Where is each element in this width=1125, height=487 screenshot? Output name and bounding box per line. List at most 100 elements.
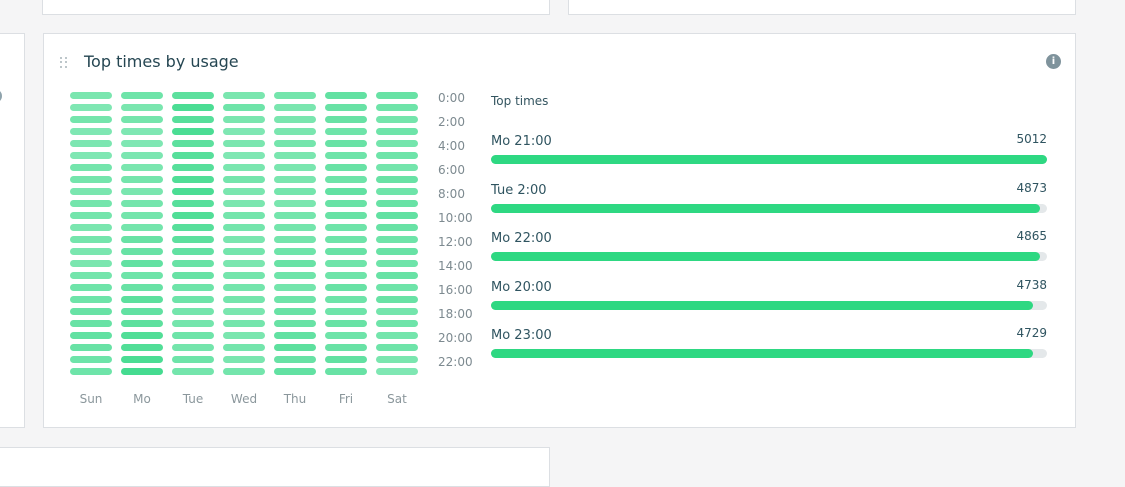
heatmap-cell[interactable] — [121, 320, 163, 327]
heatmap-cell[interactable] — [325, 296, 367, 303]
heatmap-cell[interactable] — [121, 308, 163, 315]
heatmap-cell[interactable] — [325, 140, 367, 147]
heatmap-cell[interactable] — [172, 260, 214, 267]
heatmap-cell[interactable] — [70, 248, 112, 255]
heatmap-cell[interactable] — [274, 200, 316, 207]
heatmap-cell[interactable] — [70, 152, 112, 159]
heatmap-cell[interactable] — [172, 200, 214, 207]
heatmap-cell[interactable] — [274, 236, 316, 243]
heatmap-cell[interactable] — [70, 284, 112, 291]
heatmap-cell[interactable] — [121, 176, 163, 183]
heatmap-cell[interactable] — [274, 92, 316, 99]
heatmap-cell[interactable] — [274, 176, 316, 183]
heatmap-cell[interactable] — [172, 152, 214, 159]
heatmap-cell[interactable] — [376, 212, 418, 219]
heatmap-cell[interactable] — [70, 140, 112, 147]
heatmap-cell[interactable] — [325, 320, 367, 327]
heatmap-cell[interactable] — [70, 212, 112, 219]
heatmap-cell[interactable] — [376, 116, 418, 123]
heatmap-cell[interactable] — [325, 344, 367, 351]
heatmap-cell[interactable] — [70, 272, 112, 279]
heatmap-cell[interactable] — [274, 128, 316, 135]
heatmap-cell[interactable] — [325, 104, 367, 111]
heatmap-cell[interactable] — [325, 308, 367, 315]
heatmap-cell[interactable] — [376, 344, 418, 351]
heatmap-cell[interactable] — [223, 224, 265, 231]
heatmap-cell[interactable] — [172, 308, 214, 315]
heatmap-cell[interactable] — [325, 356, 367, 363]
heatmap-cell[interactable] — [325, 116, 367, 123]
heatmap-cell[interactable] — [172, 128, 214, 135]
heatmap-cell[interactable] — [325, 236, 367, 243]
heatmap-cell[interactable] — [274, 104, 316, 111]
heatmap-cell[interactable] — [70, 236, 112, 243]
heatmap-cell[interactable] — [121, 260, 163, 267]
heatmap-cell[interactable] — [274, 284, 316, 291]
heatmap-cell[interactable] — [376, 284, 418, 291]
heatmap-cell[interactable] — [223, 92, 265, 99]
heatmap-cell[interactable] — [172, 248, 214, 255]
heatmap-cell[interactable] — [274, 164, 316, 171]
heatmap-cell[interactable] — [121, 236, 163, 243]
heatmap-cell[interactable] — [121, 152, 163, 159]
heatmap-cell[interactable] — [325, 332, 367, 339]
heatmap-cell[interactable] — [274, 320, 316, 327]
heatmap-cell[interactable] — [223, 200, 265, 207]
heatmap-cell[interactable] — [325, 248, 367, 255]
heatmap-cell[interactable] — [70, 164, 112, 171]
heatmap-cell[interactable] — [121, 104, 163, 111]
heatmap-cell[interactable] — [376, 164, 418, 171]
heatmap-cell[interactable] — [376, 308, 418, 315]
heatmap-cell[interactable] — [121, 200, 163, 207]
heatmap-cell[interactable] — [223, 296, 265, 303]
heatmap-cell[interactable] — [274, 152, 316, 159]
heatmap-cell[interactable] — [274, 260, 316, 267]
heatmap-cell[interactable] — [172, 176, 214, 183]
heatmap-cell[interactable] — [223, 272, 265, 279]
heatmap-cell[interactable] — [274, 212, 316, 219]
heatmap-cell[interactable] — [121, 224, 163, 231]
heatmap-cell[interactable] — [70, 128, 112, 135]
info-icon[interactable]: i — [0, 89, 2, 103]
heatmap-cell[interactable] — [172, 164, 214, 171]
heatmap-cell[interactable] — [325, 368, 367, 375]
heatmap-cell[interactable] — [325, 188, 367, 195]
heatmap-cell[interactable] — [172, 104, 214, 111]
drag-handle-icon[interactable] — [60, 57, 68, 69]
heatmap-cell[interactable] — [274, 368, 316, 375]
heatmap-cell[interactable] — [121, 164, 163, 171]
heatmap-cell[interactable] — [121, 248, 163, 255]
heatmap-cell[interactable] — [274, 308, 316, 315]
heatmap-cell[interactable] — [325, 284, 367, 291]
heatmap-cell[interactable] — [223, 104, 265, 111]
heatmap-cell[interactable] — [223, 248, 265, 255]
heatmap-cell[interactable] — [376, 92, 418, 99]
heatmap-cell[interactable] — [70, 260, 112, 267]
heatmap-cell[interactable] — [376, 128, 418, 135]
heatmap-cell[interactable] — [172, 236, 214, 243]
heatmap-cell[interactable] — [325, 176, 367, 183]
heatmap-cell[interactable] — [223, 188, 265, 195]
heatmap-cell[interactable] — [121, 344, 163, 351]
heatmap-cell[interactable] — [325, 152, 367, 159]
heatmap-cell[interactable] — [223, 236, 265, 243]
heatmap-cell[interactable] — [121, 128, 163, 135]
heatmap-cell[interactable] — [376, 188, 418, 195]
heatmap-cell[interactable] — [223, 320, 265, 327]
heatmap-cell[interactable] — [274, 332, 316, 339]
heatmap-cell[interactable] — [223, 128, 265, 135]
heatmap-cell[interactable] — [223, 308, 265, 315]
heatmap-cell[interactable] — [274, 296, 316, 303]
heatmap-cell[interactable] — [70, 332, 112, 339]
heatmap-cell[interactable] — [70, 224, 112, 231]
heatmap-cell[interactable] — [70, 308, 112, 315]
heatmap-cell[interactable] — [223, 212, 265, 219]
heatmap-cell[interactable] — [172, 296, 214, 303]
heatmap-cell[interactable] — [274, 188, 316, 195]
heatmap-cell[interactable] — [376, 272, 418, 279]
heatmap-cell[interactable] — [172, 320, 214, 327]
heatmap-cell[interactable] — [121, 296, 163, 303]
heatmap-cell[interactable] — [376, 236, 418, 243]
heatmap-cell[interactable] — [172, 368, 214, 375]
heatmap-cell[interactable] — [325, 92, 367, 99]
